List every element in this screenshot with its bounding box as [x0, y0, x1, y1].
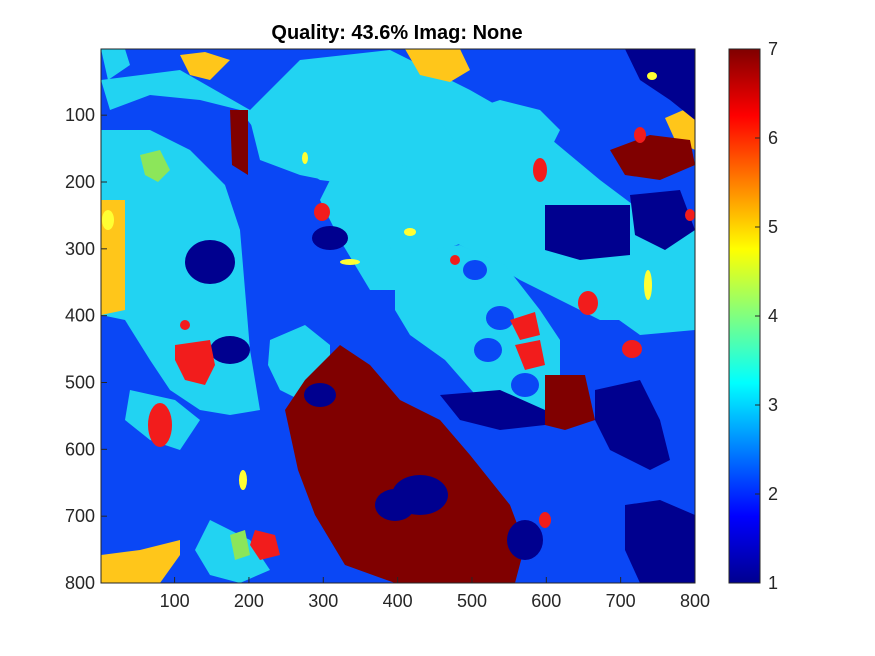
colorbar-tick-label: 4: [768, 306, 778, 326]
x-tick-label: 400: [383, 591, 413, 611]
x-tick-label: 300: [308, 591, 338, 611]
y-tick-label: 600: [65, 439, 95, 459]
colorbar-tick-label: 2: [768, 484, 778, 504]
y-tick-label: 400: [65, 306, 95, 326]
x-tick-label: 100: [160, 591, 190, 611]
x-tick-label: 800: [680, 591, 710, 611]
x-axis: 100 200 300 400 500 600 700 800: [160, 577, 710, 611]
colorbar-tick-label: 3: [768, 395, 778, 415]
colorbar-tick-label: 7: [768, 39, 778, 59]
y-axis: 100 200 300 400 500 600 700 800: [65, 105, 107, 593]
colorbar-axis: 1 2 3 4 5 6 7: [755, 39, 778, 593]
y-tick-label: 100: [65, 105, 95, 125]
colorbar: [728, 48, 761, 584]
colorbar-tick-label: 5: [768, 217, 778, 237]
y-tick-label: 500: [65, 372, 95, 392]
y-tick-label: 300: [65, 239, 95, 259]
x-tick-label: 200: [234, 591, 264, 611]
y-tick-label: 800: [65, 573, 95, 593]
x-tick-label: 500: [457, 591, 487, 611]
heatmap-image: [101, 49, 695, 583]
y-tick-label: 200: [65, 172, 95, 192]
colorbar-tick-label: 6: [768, 128, 778, 148]
colorbar-tick-label: 1: [768, 573, 778, 593]
chart-title: Quality: 43.6% Imag: None: [271, 22, 522, 44]
x-tick-label: 700: [606, 591, 636, 611]
y-tick-label: 700: [65, 506, 95, 526]
x-tick-label: 600: [531, 591, 561, 611]
